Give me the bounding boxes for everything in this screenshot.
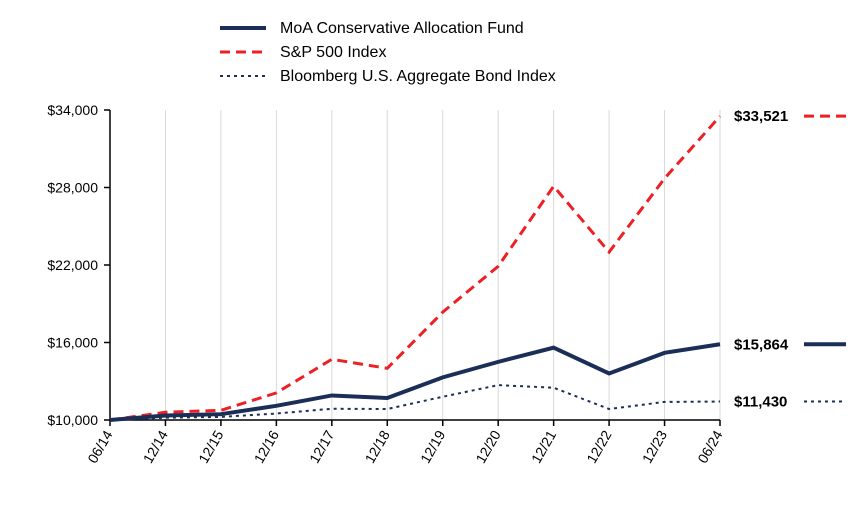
- legend-label: S&P 500 Index: [280, 44, 386, 61]
- y-tick-label: $10,000: [47, 412, 98, 428]
- chart-svg: $10,000$16,000$22,000$28,000$34,00006/14…: [0, 0, 864, 516]
- series-end-label: $15,864: [734, 336, 789, 353]
- legend-label: MoA Conservative Allocation Fund: [280, 20, 524, 37]
- y-tick-label: $16,000: [47, 335, 98, 351]
- legend-label: Bloomberg U.S. Aggregate Bond Index: [280, 68, 556, 85]
- y-tick-label: $22,000: [47, 257, 98, 273]
- y-tick-label: $34,000: [47, 102, 98, 118]
- series-end-label: $11,430: [734, 394, 787, 411]
- series-end-label: $33,521: [734, 108, 788, 125]
- y-tick-label: $28,000: [47, 180, 98, 196]
- growth-chart: $10,000$16,000$22,000$28,000$34,00006/14…: [0, 0, 864, 516]
